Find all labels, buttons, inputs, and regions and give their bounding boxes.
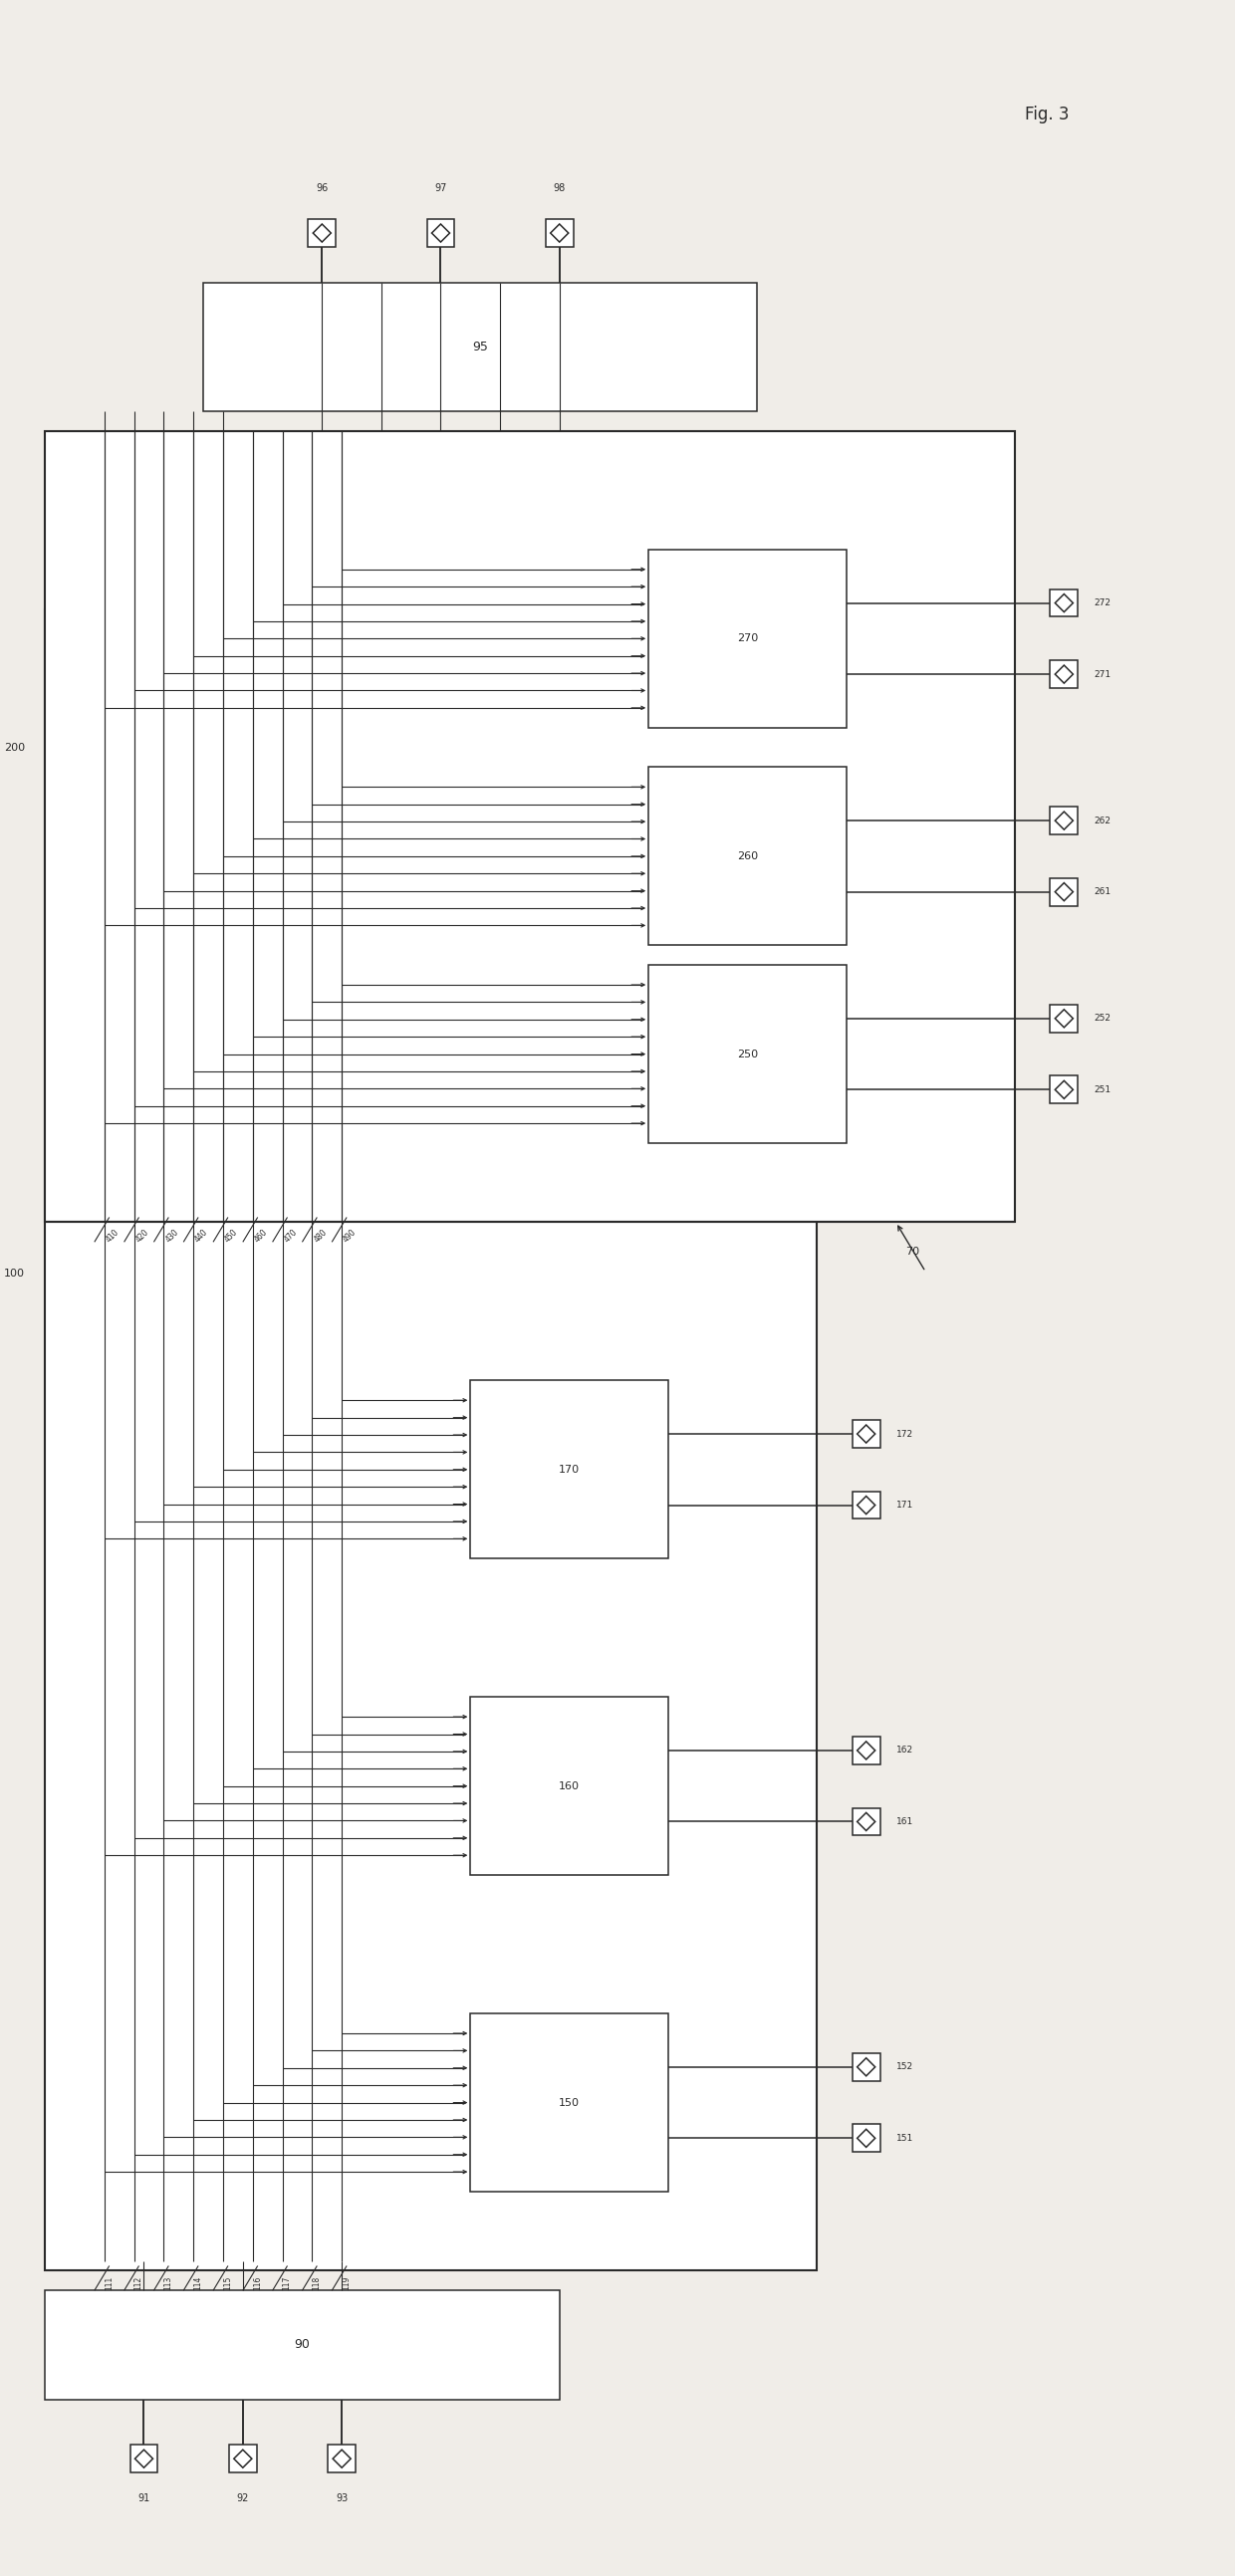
Text: 251: 251 (1094, 1084, 1110, 1095)
Text: 420: 420 (135, 1226, 151, 1244)
Bar (648, 549, 846, 726)
Text: 119: 119 (342, 2275, 351, 2290)
Bar (852, 1736, 881, 1765)
Text: 98: 98 (553, 183, 566, 193)
Text: 261: 261 (1094, 886, 1110, 896)
Text: 115: 115 (224, 2275, 232, 2290)
Bar (1050, 590, 1078, 616)
Bar (309, 219, 336, 247)
Text: 95: 95 (472, 340, 488, 353)
Bar (130, 2445, 158, 2473)
Text: 460: 460 (253, 1226, 269, 1244)
Text: 430: 430 (164, 1226, 180, 1244)
Text: 262: 262 (1094, 817, 1110, 824)
Text: 410: 410 (104, 1226, 121, 1244)
Bar (44, 608, 816, 2272)
Bar (44, 2290, 559, 2398)
Bar (648, 966, 846, 1144)
Bar (471, 2014, 668, 2192)
Text: 272: 272 (1094, 598, 1110, 608)
Bar (852, 2125, 881, 2151)
Text: 152: 152 (895, 2063, 913, 2071)
Bar (852, 1492, 881, 1520)
Bar (1050, 878, 1078, 907)
Text: 172: 172 (895, 1430, 913, 1437)
Text: 200: 200 (4, 742, 25, 752)
Text: 100: 100 (4, 1267, 25, 1278)
Bar (852, 2053, 881, 2081)
Text: 161: 161 (895, 1816, 913, 1826)
Text: 93: 93 (336, 2494, 348, 2504)
Text: 114: 114 (194, 2275, 203, 2290)
Text: 96: 96 (316, 183, 329, 193)
Text: 117: 117 (283, 2275, 291, 2290)
Text: 470: 470 (283, 1226, 299, 1244)
Text: 250: 250 (737, 1048, 758, 1059)
Bar (648, 768, 846, 945)
Bar (1050, 1077, 1078, 1103)
Text: Fig. 3: Fig. 3 (1025, 106, 1068, 124)
Text: 150: 150 (559, 2097, 579, 2107)
Bar (329, 2445, 356, 2473)
Text: 118: 118 (312, 2275, 321, 2290)
Text: 171: 171 (895, 1502, 913, 1510)
Text: 151: 151 (895, 2133, 913, 2143)
Text: 116: 116 (253, 2275, 262, 2290)
Bar (44, 430, 1015, 1221)
Bar (471, 1381, 668, 1558)
Text: 260: 260 (737, 850, 758, 860)
Text: 270: 270 (737, 634, 758, 644)
Text: 97: 97 (435, 183, 447, 193)
Text: 90: 90 (294, 2339, 310, 2352)
Text: 450: 450 (224, 1226, 240, 1244)
Text: 490: 490 (342, 1226, 358, 1244)
Bar (852, 1808, 881, 1837)
Bar (471, 1698, 668, 1875)
Text: 252: 252 (1094, 1015, 1110, 1023)
Bar (228, 2445, 257, 2473)
Bar (546, 219, 573, 247)
Text: 92: 92 (237, 2494, 249, 2504)
Text: 113: 113 (164, 2275, 173, 2290)
Bar (204, 283, 757, 412)
Text: 162: 162 (895, 1747, 913, 1754)
Text: 440: 440 (194, 1226, 210, 1244)
Text: 160: 160 (559, 1780, 579, 1790)
Bar (1050, 806, 1078, 835)
Bar (852, 1419, 881, 1448)
Bar (427, 219, 454, 247)
Text: 112: 112 (135, 2275, 143, 2290)
Text: 111: 111 (104, 2275, 114, 2290)
Text: 70: 70 (905, 1247, 920, 1257)
Text: 91: 91 (138, 2494, 149, 2504)
Text: 480: 480 (312, 1226, 329, 1244)
Text: 271: 271 (1094, 670, 1110, 677)
Bar (1050, 1005, 1078, 1033)
Text: 170: 170 (558, 1466, 580, 1473)
Bar (1050, 659, 1078, 688)
